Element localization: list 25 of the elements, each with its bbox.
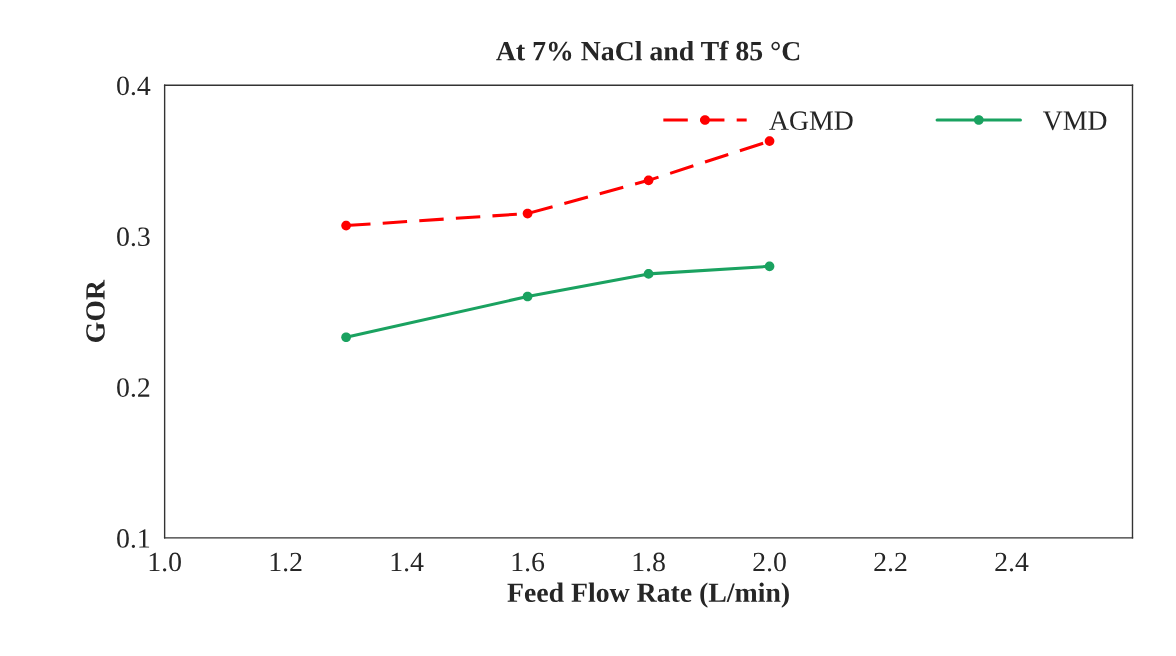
y-tick-label: 0.2 xyxy=(117,378,150,398)
y-axis-title: GOR xyxy=(86,279,105,342)
y-tick-label: 0.3 xyxy=(117,227,150,247)
x-tick-label: 1.8 xyxy=(633,552,665,572)
x-tick-label: 1.2 xyxy=(270,552,302,572)
x-tick-label: 2.0 xyxy=(753,552,786,572)
x-tick-label: 2.4 xyxy=(995,552,1029,572)
x-tick-label: 1.6 xyxy=(512,552,545,572)
point xyxy=(643,175,654,186)
y-tick-label: 0.4 xyxy=(117,76,151,96)
point xyxy=(764,261,775,272)
point xyxy=(341,220,351,231)
x-tick-label: 1.0 xyxy=(149,552,181,572)
x-tick-label: 2.2 xyxy=(874,552,907,572)
point xyxy=(341,332,351,343)
point xyxy=(522,291,533,302)
x-tick-label: 1.4 xyxy=(391,552,424,572)
y-tick-label: 0.1 xyxy=(117,529,150,548)
x-axis-title: Feed Flow Rate (L/min) xyxy=(507,582,789,608)
legend-label: AGMD xyxy=(769,111,853,130)
point xyxy=(522,208,533,219)
point xyxy=(643,269,654,279)
point xyxy=(764,136,775,146)
legend-label: VMD xyxy=(1042,111,1107,131)
chart-title: At 7% NaCl and Tf 85 °C xyxy=(496,40,800,61)
